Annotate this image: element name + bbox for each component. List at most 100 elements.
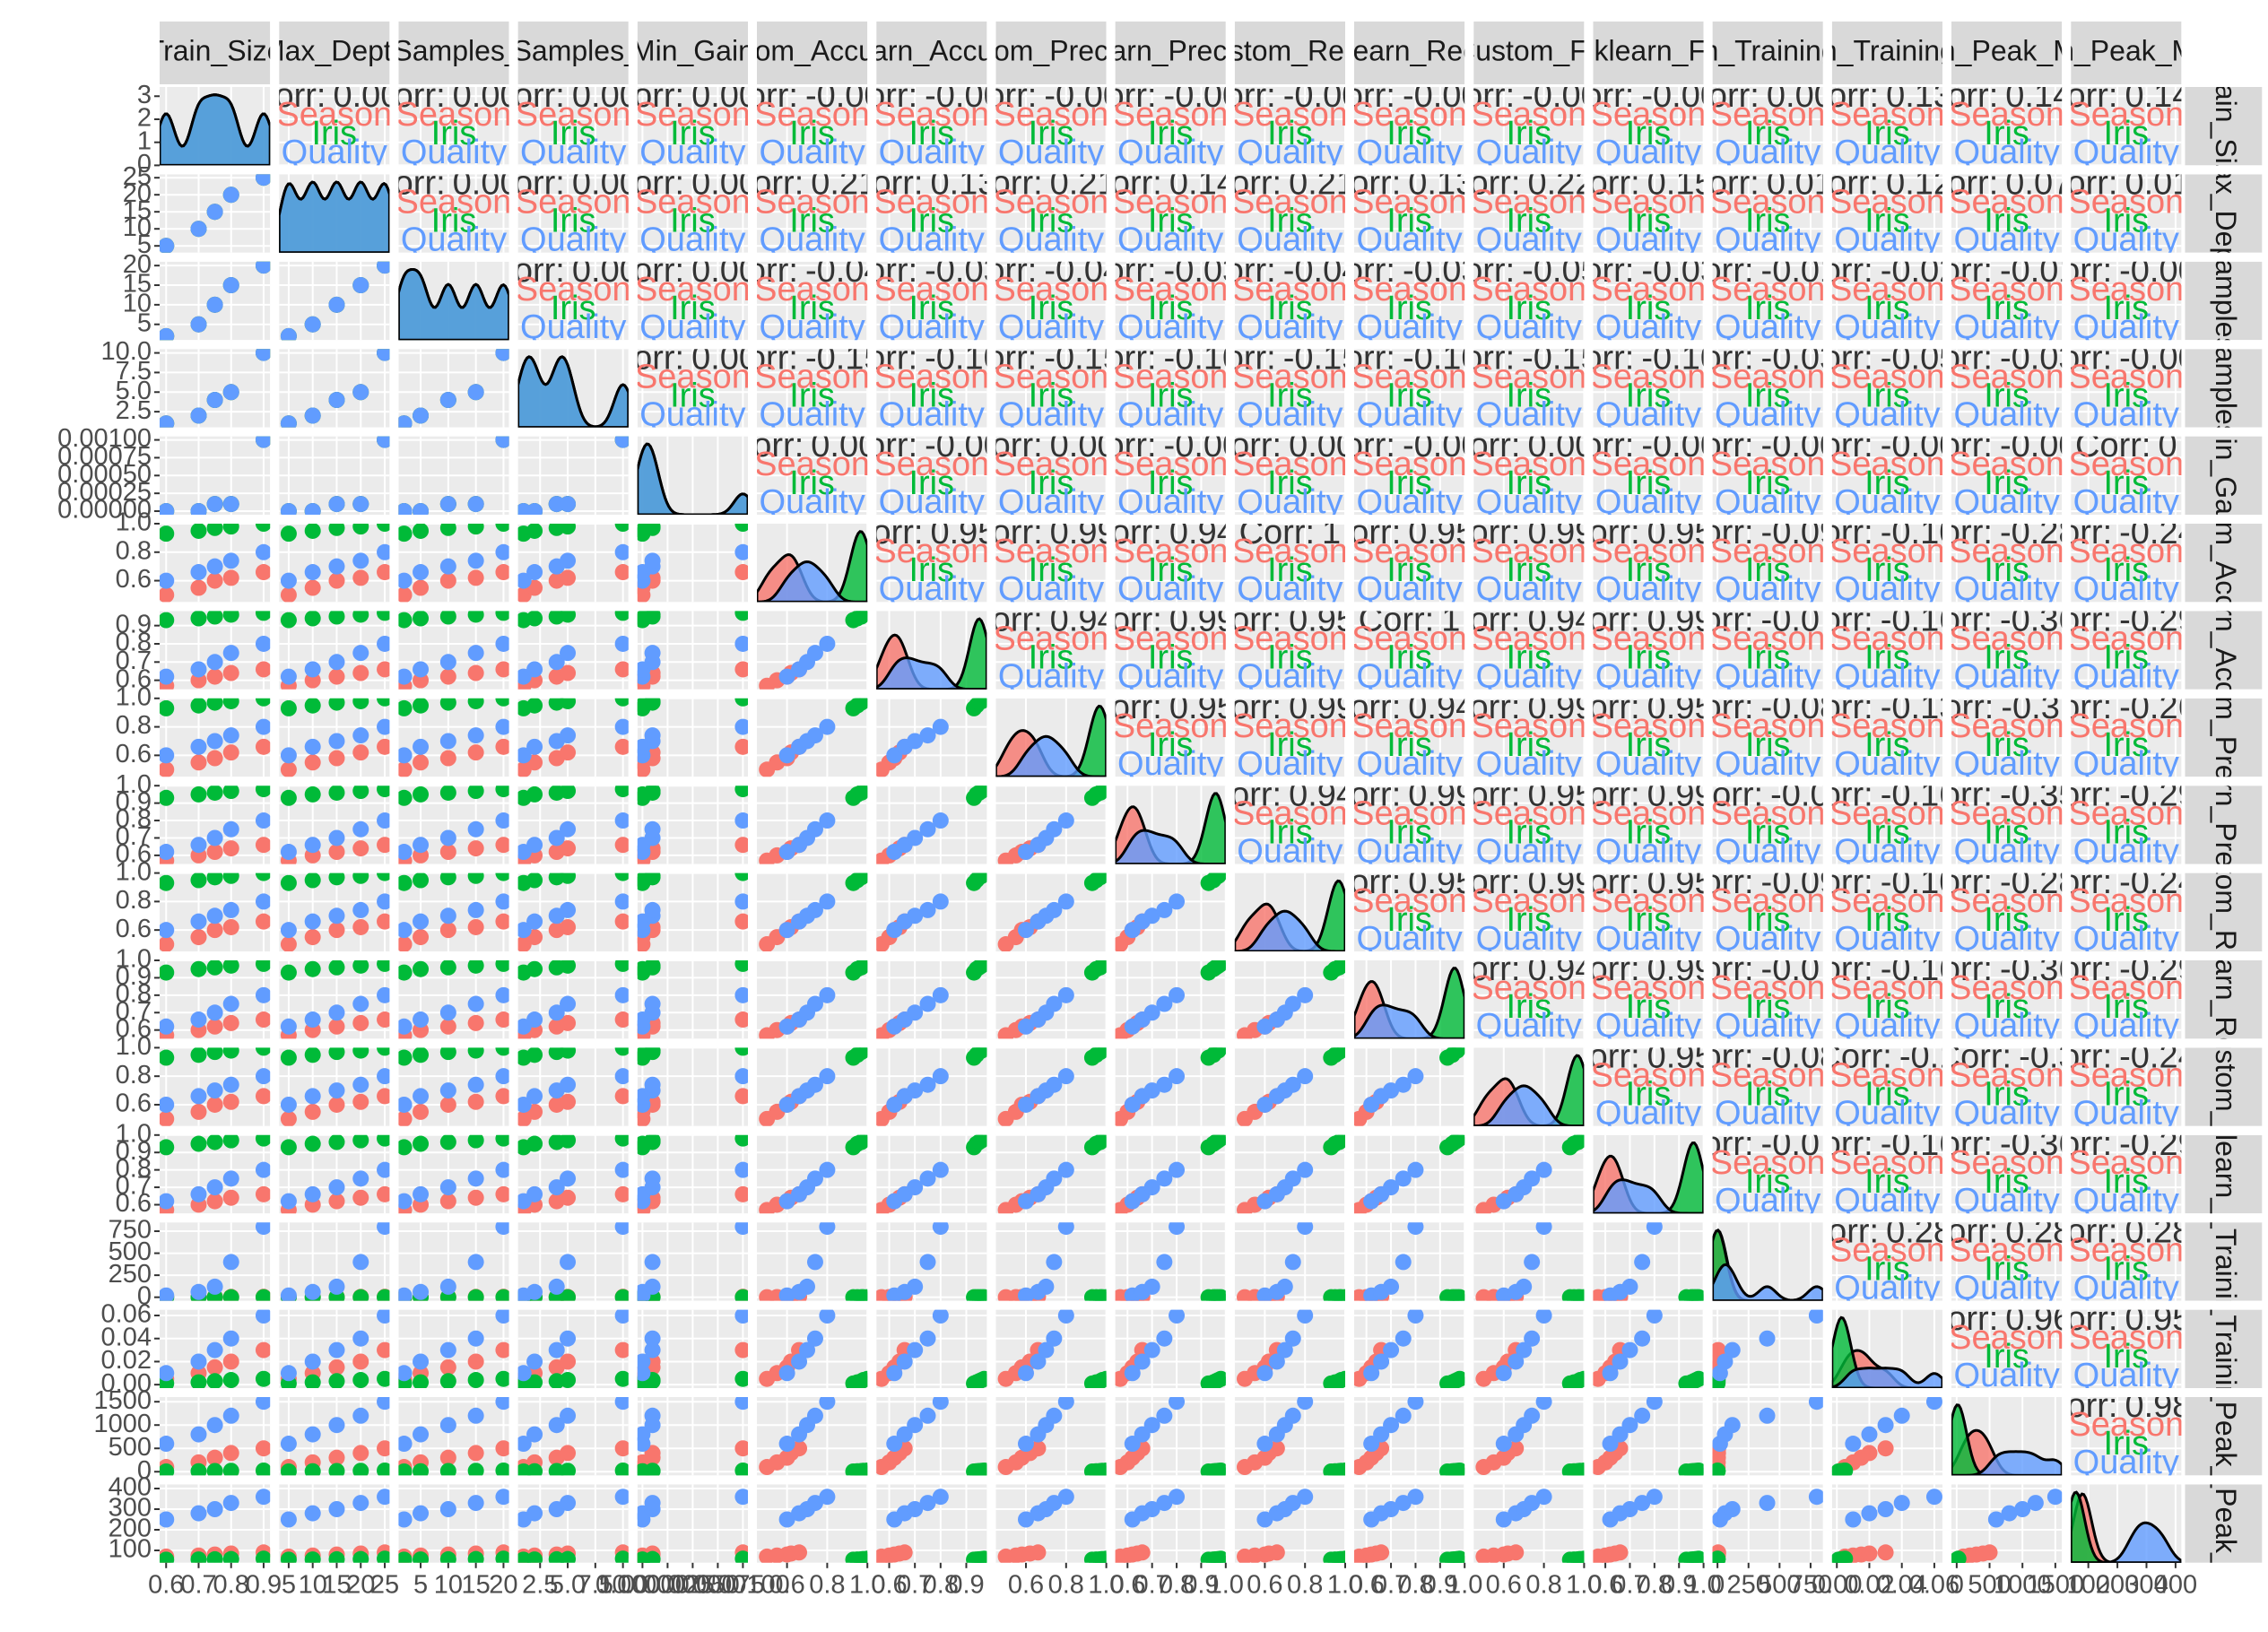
group-label: Quality [1476,658,1582,696]
correlation: Corr: -0.032 [1081,252,1260,290]
group-label: Iris [670,290,716,327]
point [398,936,413,951]
point [206,786,223,801]
point [206,829,223,846]
point [328,1463,345,1476]
point [1495,1365,1512,1382]
point [439,872,456,886]
point [734,1222,748,1236]
correlation-value: 0.004 [1527,427,1612,464]
point [222,960,239,974]
panel-background [1473,349,1585,428]
point [526,698,543,714]
group-label: Quality [520,308,626,346]
panel [398,872,509,951]
point [439,922,456,939]
point [932,986,949,1003]
group-label: Season [276,96,392,134]
point [859,786,868,798]
group-label: Season [1351,184,1467,221]
point [280,503,297,516]
point [377,1462,390,1476]
point [439,1278,456,1295]
point [222,384,239,401]
panel-background [876,349,987,428]
point [467,840,484,857]
point [222,569,239,586]
point [439,1096,456,1113]
panel-background [1951,524,2063,603]
panel [398,261,509,341]
correlation-value: 0.003 [333,77,418,115]
correlation-value: -0.008 [1283,77,1380,115]
point [206,296,223,313]
point [1098,1134,1107,1147]
panel [995,1047,1107,1126]
point [206,750,223,767]
point [206,698,223,711]
point [328,750,345,767]
panel [1473,1222,1585,1301]
point [1297,1309,1314,1324]
group-label: Quality [1476,308,1582,346]
point [352,1093,369,1110]
correlation: Corr: 0.015 [2042,165,2211,203]
group-label: Season [1829,533,1945,570]
panel-background [2071,174,2182,253]
group-label: Iris [1386,203,1432,240]
point [1576,1370,1585,1387]
correlation-value: -0.034 [2000,339,2097,377]
point [1098,1289,1107,1301]
group-label: Season [1471,271,1586,308]
panel [1354,1047,1465,1126]
point [304,1047,321,1063]
point [377,837,390,854]
point [560,1170,577,1187]
correlation-label: Corr: [1923,77,1998,115]
panel [637,1309,748,1388]
panel [398,611,509,690]
panel [757,698,868,777]
panel [160,524,271,603]
correlation-label: Corr: [722,339,797,377]
group-label: Season [1232,358,1348,395]
correlation-value: -0.006 [1403,77,1499,115]
point [280,789,297,806]
group-label: Season [2068,184,2184,221]
correlation-value: 1 [1322,514,1341,551]
point [1212,872,1226,881]
group-label: Season [994,184,1109,221]
panel-background [876,524,987,603]
correlation: Corr: 0.948 [1086,514,1255,551]
group-label: Season [994,533,1109,570]
correlation-label: Corr: [1325,514,1401,551]
point [328,1082,345,1099]
point [1057,1068,1074,1085]
point [190,503,207,516]
point [255,661,271,678]
point [255,1370,271,1387]
group-label: Iris [670,115,716,152]
group-label: Quality [1595,483,1701,521]
point [614,986,629,1003]
point [222,995,239,1012]
point [255,913,271,930]
point [495,786,509,798]
correlation-label: Corr: [369,165,445,203]
group-label: Quality [1237,658,1343,696]
point [1212,960,1226,972]
correlation-label: Corr: [1081,427,1156,464]
correlation-value: -0.242 [2119,514,2216,551]
group-label: Iris [1506,203,1551,240]
point [222,1445,239,1462]
point [352,1463,369,1476]
panel [279,611,390,690]
panel [279,1047,390,1126]
group-label: Iris [1984,551,2029,589]
point [222,1014,239,1031]
